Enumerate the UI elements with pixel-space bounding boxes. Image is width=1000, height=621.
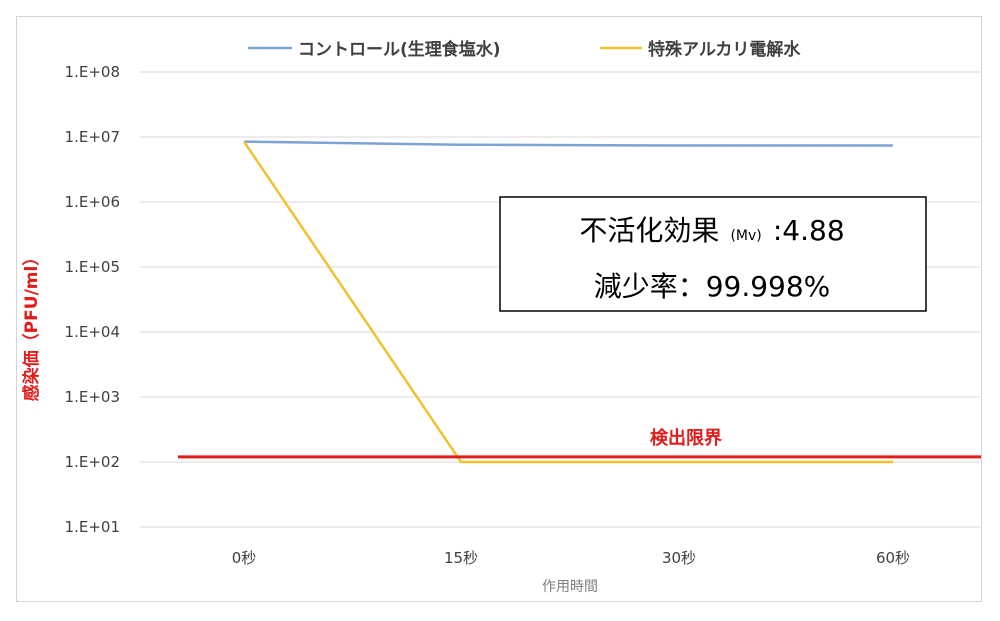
info-box-line-1: 不活化効果 (Mv) :4.88 bbox=[579, 214, 844, 247]
series-line-alkaline bbox=[242, 140, 893, 464]
y-tick-labels: 1.E+01 1.E+02 1.E+03 1.E+04 1.E+05 1.E+06 1.E+… bbox=[65, 63, 120, 536]
y-tick-label: 1.E+07 bbox=[65, 128, 120, 146]
inactivation-effect-value: :4.88 bbox=[773, 214, 845, 247]
y-tick-label: 1.E+06 bbox=[65, 193, 120, 211]
x-tick-label: 30秒 bbox=[662, 549, 696, 567]
y-tick-label: 1.E+03 bbox=[65, 388, 120, 406]
x-tick-label: 15秒 bbox=[444, 549, 478, 567]
inactivation-effect-label: 不活化効果 bbox=[579, 214, 719, 247]
series-lines bbox=[242, 140, 893, 464]
x-tick-label: 0秒 bbox=[232, 549, 257, 567]
y-tick-label: 1.E+08 bbox=[65, 63, 120, 81]
y-axis-label: 感染価（PFU/ml） bbox=[21, 249, 42, 402]
legend-label-control: コントロール(生理食塩水) bbox=[298, 39, 501, 60]
x-axis-label: 作用時間 bbox=[542, 579, 598, 595]
series-line-control bbox=[243, 140, 893, 147]
y-tick-label: 1.E+01 bbox=[65, 518, 120, 536]
y-tick-label: 1.E+04 bbox=[65, 323, 120, 341]
info-box-line-2: 減少率：99.998% bbox=[594, 270, 831, 303]
info-box: 不活化効果 (Mv) :4.88 減少率：99.998% bbox=[499, 196, 927, 312]
y-tick-label: 1.E+02 bbox=[65, 453, 120, 471]
x-tick-label: 60秒 bbox=[876, 549, 910, 567]
legend: コントロール(生理食塩水) 特殊アルカリ電解水 bbox=[248, 39, 801, 60]
legend-label-alkaline: 特殊アルカリ電解水 bbox=[648, 39, 801, 60]
info-box-border bbox=[499, 196, 927, 312]
x-tick-labels: 0秒 15秒 30秒 60秒 bbox=[232, 549, 910, 567]
detection-limit-label: 検出限界 bbox=[650, 427, 722, 449]
inactivation-effect-unit: (Mv) bbox=[730, 228, 761, 244]
y-tick-label: 1.E+05 bbox=[65, 258, 120, 276]
